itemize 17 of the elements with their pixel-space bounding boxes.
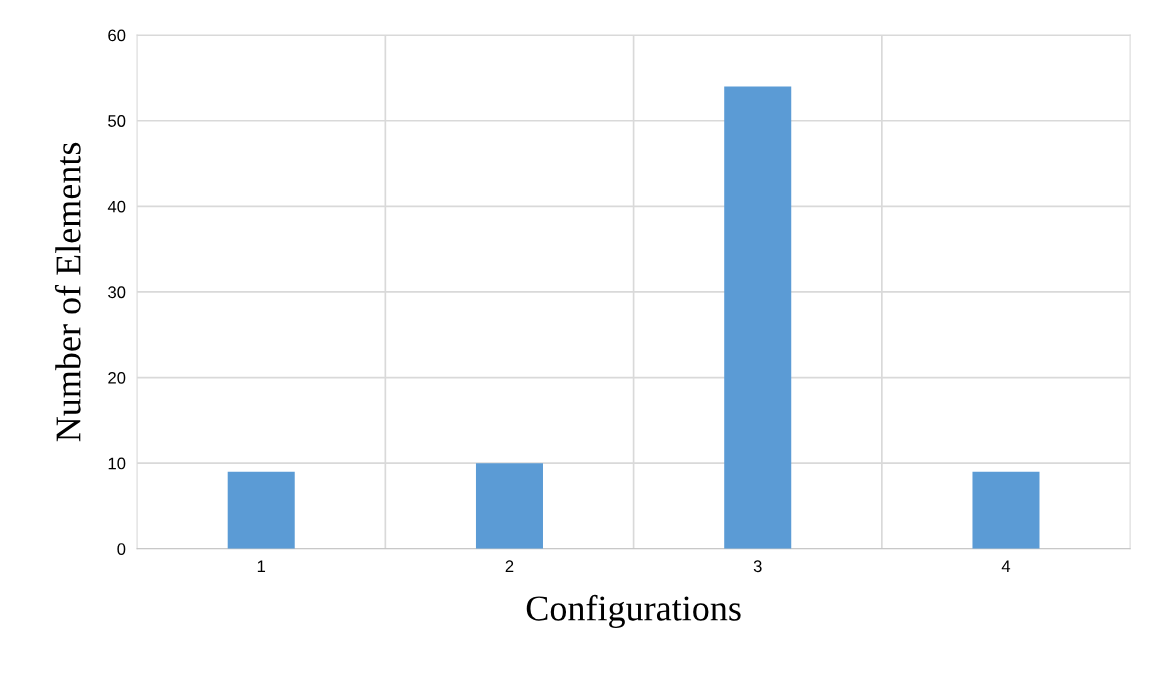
y-tick-label: 0 xyxy=(117,543,126,555)
bar xyxy=(724,86,792,549)
y-tick-label: 30 xyxy=(108,286,126,299)
y-tick-label: 40 xyxy=(107,200,126,213)
y-tick-label: 10 xyxy=(108,457,126,470)
x-tick-label: 1 xyxy=(257,560,266,572)
bar xyxy=(227,471,295,549)
y-tick-label: 50 xyxy=(108,115,126,127)
y-tick-label: 20 xyxy=(108,371,126,384)
x-axis-title: Configurations xyxy=(526,594,741,629)
x-tick-label: 4 xyxy=(1001,560,1011,572)
y-axis-title: Number of Elements xyxy=(54,142,81,442)
bar xyxy=(475,463,543,549)
x-tick-label: 2 xyxy=(505,560,514,572)
bar xyxy=(972,471,1040,549)
y-tick-label: 60 xyxy=(108,29,126,42)
x-tick-label: 3 xyxy=(753,560,762,573)
